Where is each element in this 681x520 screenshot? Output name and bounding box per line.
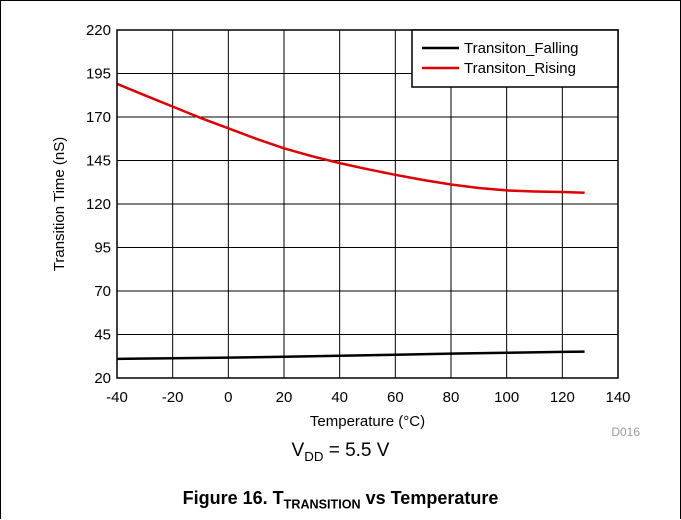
condition-label: VDD = 5.5 V [0, 440, 681, 464]
y-axis-label: Transition Time (nS) [51, 137, 68, 271]
figure-caption: Figure 16. TTRANSITION vs Temperature [0, 488, 681, 512]
x-tick-label: -40 [106, 389, 128, 406]
caption-prefix: Figure 16. T [182, 488, 284, 508]
y-tick-label: 145 [86, 153, 111, 170]
x-tick-label: 140 [605, 389, 630, 406]
plot-border [116, 29, 619, 379]
x-tick-label: -20 [162, 389, 184, 406]
y-tick-label: 45 [94, 327, 111, 344]
caption-suffix: vs Temperature [360, 488, 499, 508]
x-tick-label: 40 [331, 389, 348, 406]
y-tick-label: 95 [94, 240, 111, 257]
x-tick-label: 0 [224, 389, 232, 406]
x-axis-label: Temperature (°C) [310, 413, 425, 430]
y-tick-label: 120 [86, 196, 111, 213]
x-tick-label: 120 [550, 389, 575, 406]
condition-suffix: = 5.5 V [323, 440, 390, 461]
figure-code: D016 [611, 425, 640, 439]
x-tick-label: 20 [276, 389, 293, 406]
condition-prefix: V [291, 440, 305, 461]
legend-box [411, 29, 619, 88]
caption-sub: TRANSITION [283, 497, 361, 512]
transition-time-chart: -40 -20 0 20 40 60 80 100 120 140 20 45 70 95 120 145 17… [51, 22, 640, 439]
legend-label: Transiton_Falling [464, 40, 579, 57]
x-tick-label: 80 [443, 389, 460, 406]
series-line-falling [116, 350, 585, 361]
y-tick-label: 195 [86, 66, 111, 83]
legend-label: Transiton_Rising [464, 60, 576, 77]
y-tick-label: 170 [86, 109, 111, 126]
x-tick-label: 60 [387, 389, 404, 406]
series-line-rising [116, 82, 585, 194]
condition-sub: DD [304, 448, 324, 464]
x-tick-label: 100 [494, 389, 519, 406]
series-group [116, 82, 585, 361]
legend: Transiton_Falling Transiton_Rising [411, 29, 619, 88]
y-tick-label: 70 [94, 283, 111, 300]
tick-labels: -40 -20 0 20 40 60 80 100 120 140 20 45 70 95 120 145 17… [86, 22, 631, 406]
y-tick-label: 20 [94, 370, 111, 387]
y-tick-label: 220 [86, 22, 111, 39]
